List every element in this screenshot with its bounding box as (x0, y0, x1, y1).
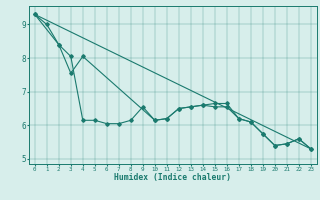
X-axis label: Humidex (Indice chaleur): Humidex (Indice chaleur) (114, 173, 231, 182)
